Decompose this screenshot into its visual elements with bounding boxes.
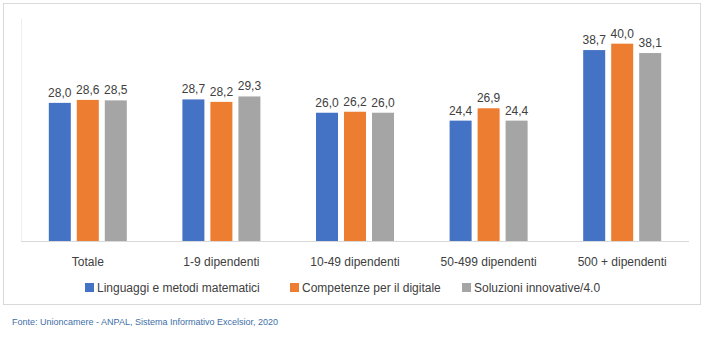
data-label: 28,5 [104,83,128,97]
data-label: 28,2 [210,85,234,99]
source-note: Fonte: Unioncamere - ANPAL, Sistema Info… [12,317,278,327]
x-axis-line [21,241,689,242]
data-labels: 28,0 28,7 26,0 24,4 38,7 28,6 28,2 26,2 26,9 40,0… [48,27,662,118]
data-label: 38,7 [583,33,607,47]
bar [182,99,204,241]
bar [611,44,633,241]
bar [210,102,232,241]
legend-label: Competenze per il digitale [302,281,441,295]
chart-frame [4,4,701,305]
data-label: 28,7 [182,82,206,96]
bar [583,50,605,241]
x-tick-label: Totale [72,255,104,269]
x-tick-label: 500 + dipendenti [578,255,667,269]
data-label: 28,6 [76,83,100,97]
bar [506,121,528,241]
bar [450,121,472,241]
data-label: 26,9 [477,91,501,105]
bar [105,100,127,241]
data-label: 28,0 [48,86,72,100]
chart-container: 28,0 28,7 26,0 24,4 38,7 28,6 28,2 26,2 26,9 40,0… [0,0,704,341]
legend-label: Linguaggi e metodi matematici [97,281,260,295]
legend-swatch [462,283,471,292]
legend-label: Soluzioni innovative/4.0 [474,281,600,295]
data-label: 26,0 [371,96,395,110]
x-tick-label: 1-9 dipendenti [183,255,259,269]
data-label: 26,0 [315,96,339,110]
x-tick-label: 50-499 dipendenti [441,255,537,269]
x-tick-label: 10-49 dipendenti [310,255,399,269]
data-label: 40,0 [611,27,635,41]
bar [372,113,394,241]
chart-svg: 28,0 28,7 26,0 24,4 38,7 28,6 28,2 26,2 26,9 40,0… [0,0,704,341]
legend: Linguaggi e metodi matematici Competenze … [85,281,600,295]
y-axis-line [21,19,22,241]
data-label: 38,1 [639,36,663,50]
bar [478,108,500,241]
bar [639,53,661,241]
legend-swatch [85,283,94,292]
bar [49,103,71,241]
bar [344,112,366,241]
data-label: 26,2 [343,95,367,109]
bars [49,44,661,241]
legend-swatch [290,283,299,292]
data-label: 24,4 [505,104,529,118]
bar [316,113,338,241]
bar [238,96,260,241]
bar [77,100,99,241]
data-label: 24,4 [449,104,473,118]
data-label: 29,3 [238,79,262,93]
